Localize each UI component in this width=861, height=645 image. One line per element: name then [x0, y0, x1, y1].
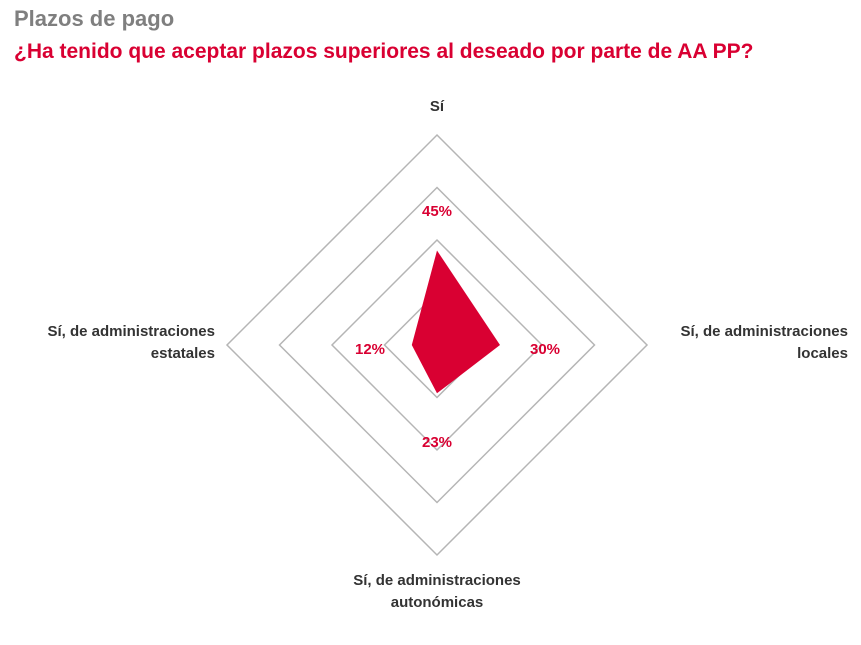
axis-label-4: Sí, de administraciones estatales	[47, 323, 215, 362]
grid-ring-4	[225, 133, 649, 557]
label-layer: 45% 30% 23% 12% Sí Sí, de administraciones loc…	[47, 98, 848, 611]
value-label-3: 23%	[422, 434, 452, 451]
axis-label-line: Sí, de administraciones	[680, 323, 848, 340]
grid-ring-2	[330, 238, 544, 452]
area-layer	[411, 250, 500, 394]
axis-label-line: autonómicas	[391, 594, 484, 611]
axis-label-1: Sí	[430, 98, 445, 115]
axis-label-2: Sí, de administraciones locales	[680, 323, 848, 362]
grid-layer	[225, 133, 649, 557]
chart-kicker: Plazos de pago	[14, 6, 175, 31]
axis-label-line: Sí	[430, 98, 445, 115]
axis-label-line: Sí, de administraciones	[353, 572, 521, 589]
data-area	[411, 250, 500, 394]
axis-label-line: Sí, de administraciones	[47, 323, 215, 340]
grid-ring-3	[278, 186, 596, 504]
axis-label-line: locales	[797, 345, 848, 362]
value-label-2: 30%	[530, 341, 560, 358]
axis-label-3: Sí, de administraciones autonómicas	[353, 572, 521, 611]
axis-label-line: estatales	[151, 345, 215, 362]
value-label-1: 45%	[422, 203, 452, 220]
chart-title: ¿Ha tenido que aceptar plazos superiores…	[14, 40, 754, 63]
value-label-4: 12%	[355, 341, 385, 358]
